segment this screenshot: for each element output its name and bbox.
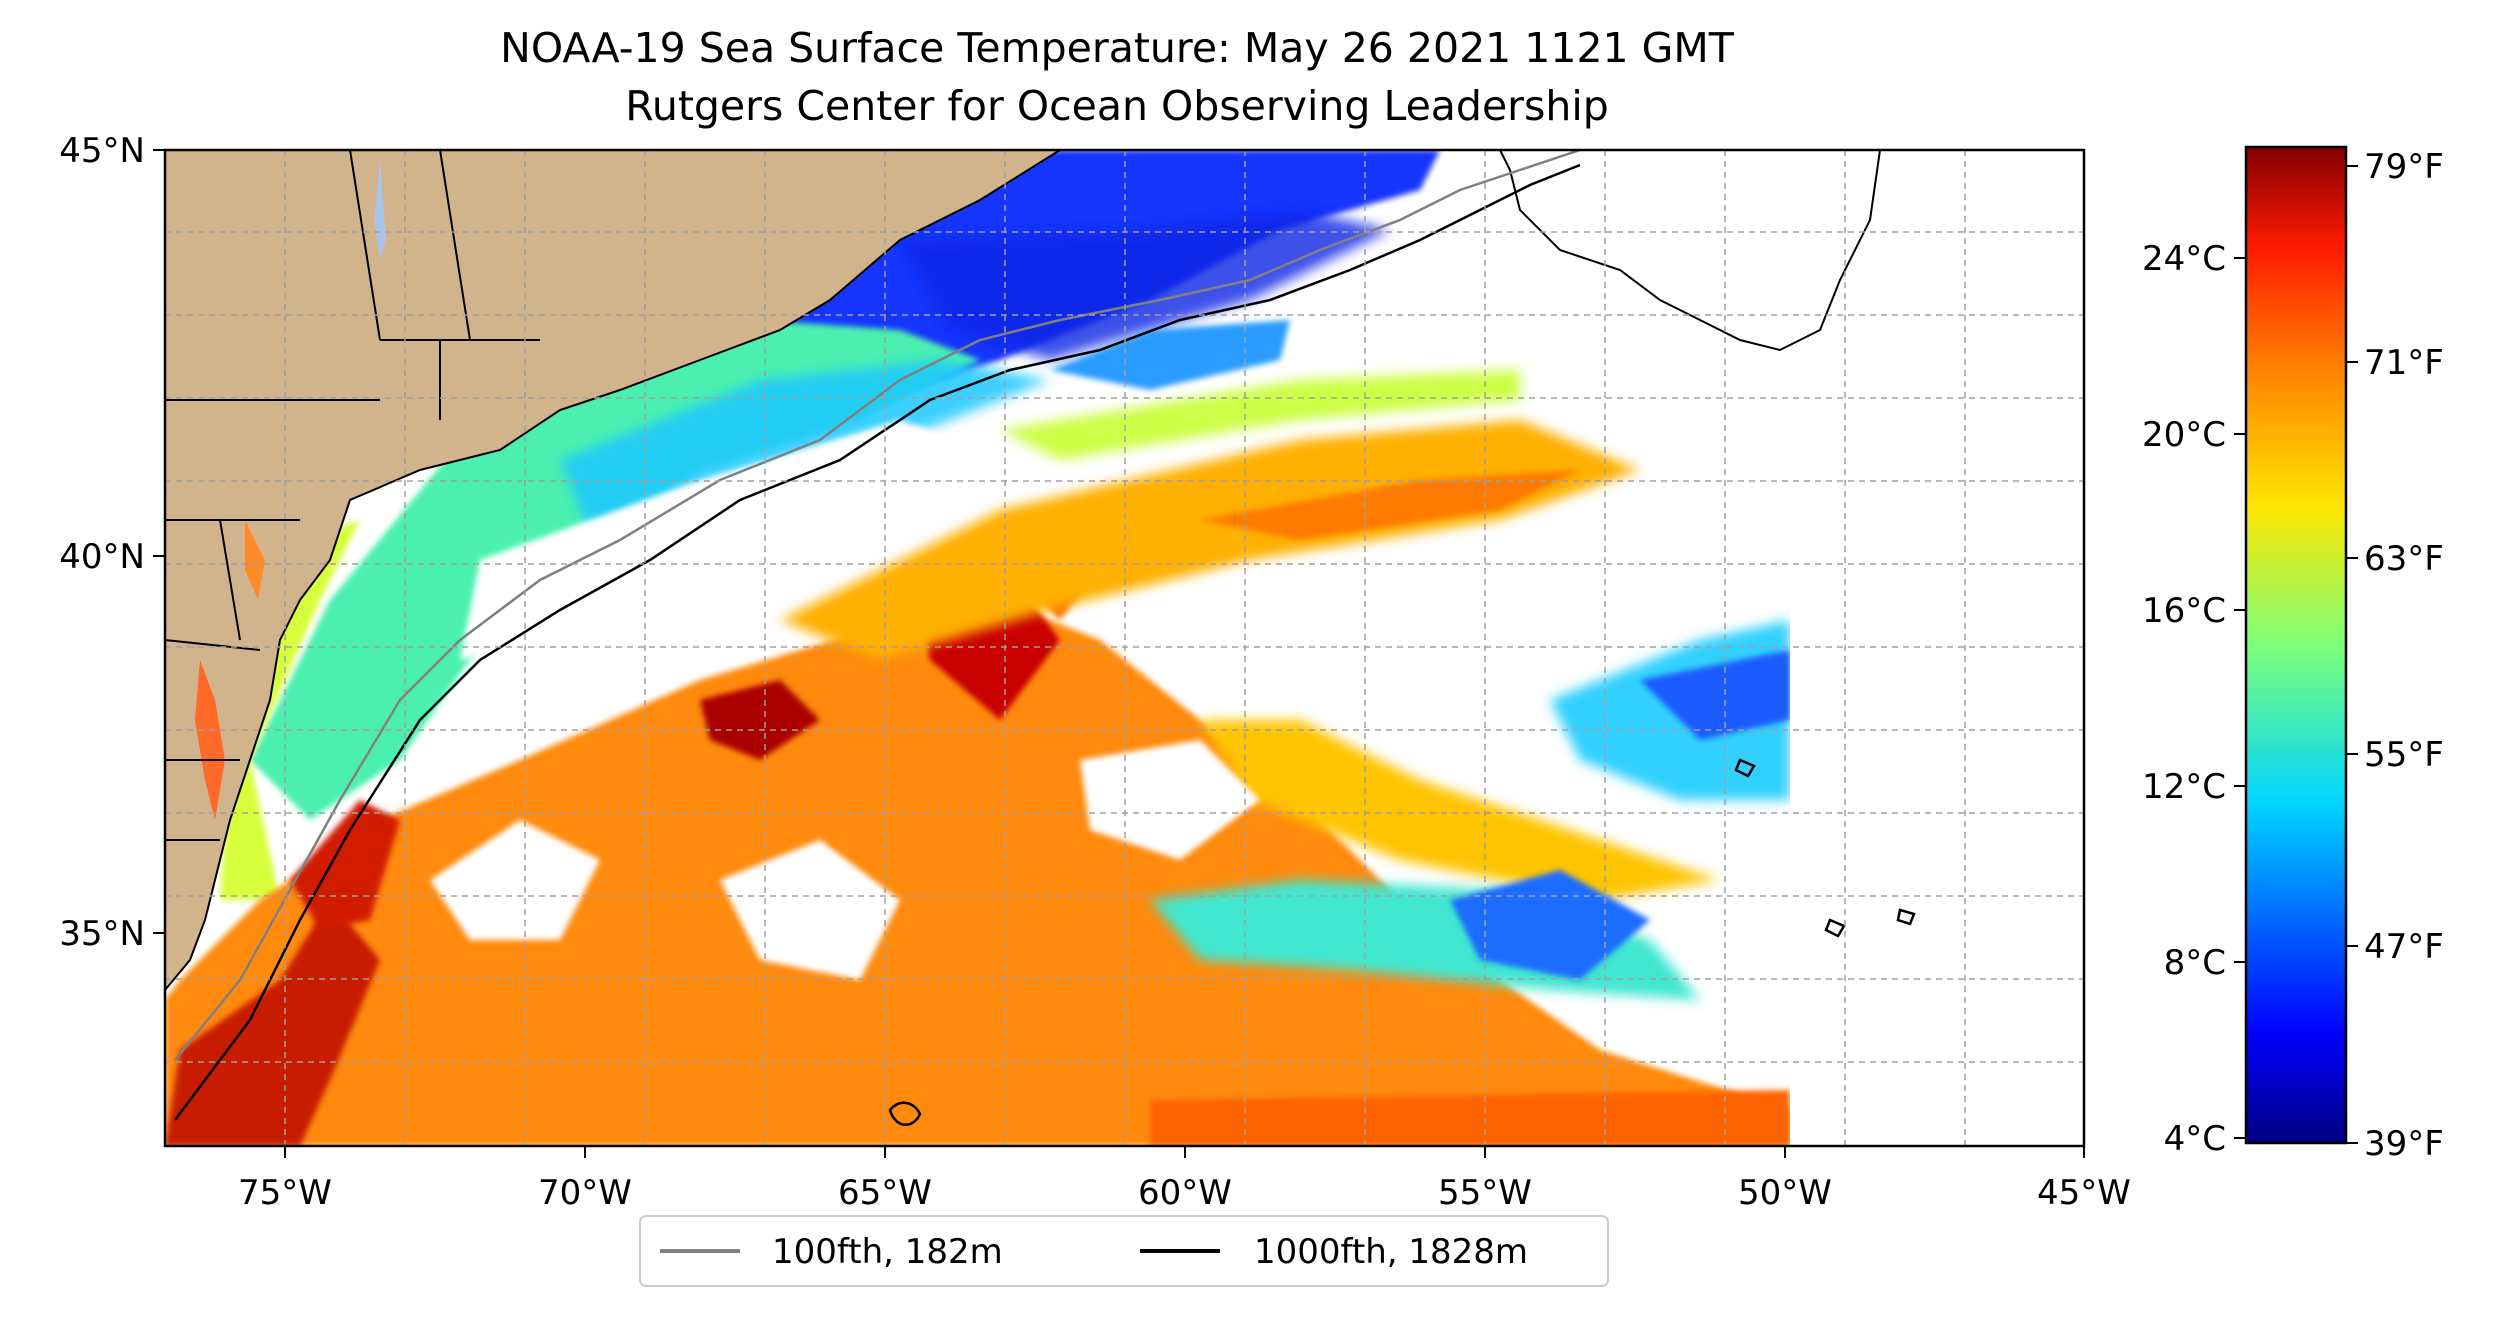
- legend-label-1000fth: 1000fth, 1828m: [1254, 1232, 1528, 1272]
- sst-field: [165, 150, 2084, 1146]
- cloud-gap-1: [460, 420, 960, 660]
- sst-eastern-streak-4: [1200, 720, 1720, 900]
- chesapeake-bay: [195, 660, 225, 820]
- graticule: [165, 150, 2084, 1146]
- sst-hot-hatteras: [290, 800, 400, 930]
- colorbar-fahrenheit-label: 47°F: [2364, 927, 2444, 967]
- colorbar-fahrenheit-label: 63°F: [2364, 539, 2444, 579]
- lon-tick-label: 55°W: [1438, 1173, 1532, 1213]
- lat-tick-label: 35°N: [59, 914, 145, 954]
- chart-subtitle: Rutgers Center for Ocean Observing Leade…: [625, 82, 1609, 130]
- lake-champlain: [374, 160, 386, 260]
- legend: 100fth, 182m 1000fth, 1828m: [639, 1215, 1609, 1287]
- delaware-bay: [245, 520, 265, 600]
- sst-gulf-stream-warm: [165, 600, 1790, 1146]
- sst-cold-shelf: [900, 210, 1390, 360]
- land: [165, 150, 1882, 992]
- colorbar-fahrenheit-label: 39°F: [2364, 1124, 2444, 1164]
- colorbar-fahrenheit-label: 55°F: [2364, 735, 2444, 775]
- colorbar-celsius-label: 8°C: [2164, 943, 2226, 983]
- colorbar-celsius-label: 4°C: [2164, 1119, 2226, 1159]
- sst-eastern-streak-2: [1200, 470, 1580, 540]
- sst-south-band: [1150, 1090, 1790, 1146]
- seamount-contours: [888, 758, 1916, 1126]
- colorbar-celsius-label: 12°C: [2142, 767, 2226, 807]
- sst-hot-south: [165, 900, 380, 1146]
- sst-east-cool-2: [1450, 870, 1650, 980]
- lon-tick-label: 60°W: [1138, 1173, 1232, 1213]
- lon-tick-label: 70°W: [538, 1173, 632, 1213]
- state-borders: [165, 150, 540, 841]
- cloud-gap-2: [430, 820, 600, 940]
- colorbar-celsius-label: 20°C: [2142, 415, 2226, 455]
- colorbar-gradient: [2244, 145, 2348, 1145]
- colorbar-fahrenheit-label: 71°F: [2364, 343, 2444, 383]
- lon-tick-label: 65°W: [838, 1173, 932, 1213]
- sst-warm-core-1: [700, 680, 820, 760]
- lon-axis: 75°W 70°W 65°W 60°W 55°W 50°W 45°W: [238, 1146, 2131, 1213]
- colorbar-fahrenheit-label: 79°F: [2364, 147, 2444, 187]
- lat-tick-label: 45°N: [59, 131, 145, 171]
- legend-label-100fth: 100fth, 182m: [772, 1232, 1003, 1272]
- sst-east-cool-4: [1640, 650, 1790, 740]
- sst-offshore-blue: [1050, 320, 1290, 390]
- chart-title: NOAA-19 Sea Surface Temperature: May 26 …: [500, 24, 1735, 72]
- no-data-east: [1790, 150, 2084, 1146]
- lat-tick-label: 40°N: [59, 537, 145, 577]
- sst-shelf-green: [250, 320, 980, 820]
- nova-scotia-outline: [1498, 150, 1882, 352]
- map-frame: [163, 148, 2086, 1148]
- sst-eastern-streak-3: [1000, 370, 1520, 460]
- lon-tick-label: 45°W: [2037, 1173, 2131, 1213]
- lat-axis: 45°N 40°N 35°N: [59, 131, 165, 954]
- colorbar-celsius-label: 16°C: [2142, 591, 2226, 631]
- colorbar: 24°C 20°C 16°C 12°C 8°C 4°C 79°F 71°F 63…: [2142, 145, 2444, 1164]
- legend-box: [639, 1215, 1609, 1287]
- lon-tick-label: 75°W: [238, 1173, 332, 1213]
- map-area: [165, 150, 2084, 1146]
- sst-coastal-band: [220, 520, 360, 900]
- colorbar-celsius-label: 24°C: [2142, 239, 2226, 279]
- contour-100fth: [174, 150, 1581, 1061]
- north-america-land: [165, 150, 1062, 992]
- lon-tick-label: 50°W: [1738, 1173, 1832, 1213]
